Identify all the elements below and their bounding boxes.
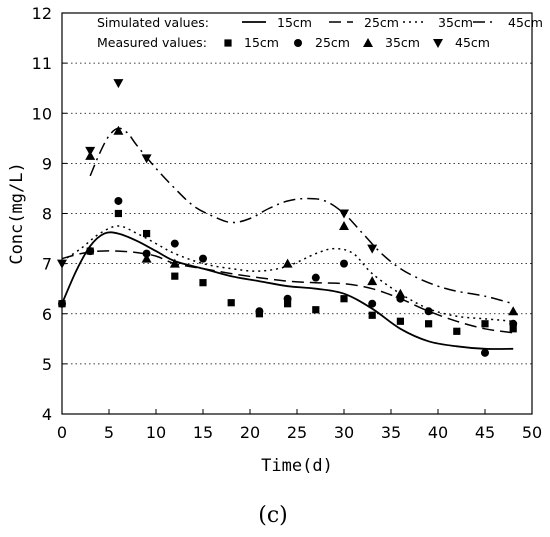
y-tick-label: 11 (32, 54, 52, 73)
legend-marker-35cm (363, 38, 373, 47)
x-tick-label: 45 (475, 423, 495, 442)
simulated-series-lines (61, 127, 514, 350)
measured-point-45cm (339, 209, 349, 219)
simulated-line-45cm (89, 127, 514, 305)
measured-point-25cm (255, 307, 264, 316)
measured-point-15cm (227, 299, 235, 307)
y-tick-label: 5 (42, 355, 52, 374)
measured-point-35cm (169, 258, 180, 268)
legend: Simulated values: Measured values: 15cm 2… (97, 15, 543, 50)
measured-point-15cm (340, 295, 348, 303)
y-tick-label: 6 (42, 305, 52, 324)
measured-point-25cm (170, 239, 179, 248)
y-tick-label: 7 (42, 255, 52, 274)
measured-point-25cm (509, 319, 518, 328)
measured-point-35cm (508, 306, 519, 316)
measured-point-25cm (481, 348, 489, 357)
measured-point-25cm (114, 196, 123, 205)
x-tick-label: 25 (287, 423, 307, 442)
y-tick-label: 9 (42, 154, 52, 173)
measured-point-15cm (396, 317, 404, 325)
measured-point-25cm (311, 273, 320, 282)
legend-measured-label: Measured values: (97, 35, 207, 50)
measured-point-45cm (85, 146, 96, 156)
legend-marker-label: 35cm (385, 35, 420, 50)
measured-point-25cm (199, 254, 207, 263)
measured-point-15cm (114, 209, 122, 218)
x-tick-label: 35 (381, 423, 401, 442)
measured-point-25cm (283, 294, 292, 303)
measured-point-25cm (424, 307, 433, 316)
y-tick-label: 10 (32, 104, 52, 123)
x-tick-label: 15 (193, 423, 213, 442)
measured-point-35cm (282, 258, 293, 268)
x-tick-label: 20 (240, 423, 260, 442)
legend-simulated-label: Simulated values: (97, 15, 209, 30)
simulated-line-15cm (61, 231, 514, 350)
measured-series-markers (57, 79, 519, 357)
measured-point-15cm (143, 229, 151, 238)
x-tick-label: 30 (334, 423, 354, 442)
legend-line-label: 25cm (364, 15, 399, 30)
measured-point-15cm (481, 320, 489, 328)
x-tick-label: 50 (522, 423, 542, 442)
measured-point-15cm (509, 325, 517, 333)
measured-point-35cm (395, 288, 406, 298)
measured-point-15cm (368, 311, 376, 319)
legend-marker-label: 25cm (315, 35, 350, 50)
gridlines (62, 62, 532, 365)
y-axis-title: Conc(mg/L) (7, 162, 27, 264)
measured-point-15cm (312, 306, 320, 314)
measured-point-35cm (141, 253, 152, 263)
legend-line-label: 45cm (508, 15, 543, 30)
legend-marker-45cm (433, 39, 443, 48)
legend-line-label: 35cm (438, 15, 473, 30)
measured-point-25cm (86, 247, 95, 256)
measured-point-45cm (141, 154, 152, 164)
legend-marker-label: 45cm (455, 35, 490, 50)
x-tick-label: 40 (428, 423, 448, 442)
measured-point-35cm (339, 221, 349, 231)
measured-point-35cm (113, 125, 124, 135)
x-axis-title: Time(d) (261, 456, 333, 476)
measured-point-15cm (453, 327, 461, 335)
measured-point-15cm (199, 279, 207, 287)
simulated-line-25cm (61, 250, 514, 334)
y-tick-label: 4 (42, 405, 52, 424)
measured-point-15cm (284, 300, 292, 308)
y-tick-label: 8 (42, 205, 52, 224)
x-tick-label: 5 (104, 423, 114, 442)
measured-point-45cm (367, 244, 378, 254)
measured-point-15cm (425, 320, 433, 328)
x-tick-label: 10 (146, 423, 166, 442)
legend-marker-25cm (294, 39, 302, 47)
measured-point-25cm (142, 249, 151, 258)
measured-point-25cm (368, 299, 377, 308)
measured-point-35cm (367, 276, 378, 286)
measured-point-15cm (171, 272, 179, 280)
measured-point-25cm (340, 259, 348, 268)
y-tick-label: 12 (32, 4, 52, 23)
legend-line-label: 15cm (277, 15, 312, 30)
figure-caption: (c) (258, 503, 288, 528)
legend-marker-label: 15cm (244, 35, 279, 50)
x-tick-label: 0 (57, 423, 67, 442)
legend-marker-15cm (224, 39, 232, 47)
measured-point-45cm (113, 79, 124, 89)
